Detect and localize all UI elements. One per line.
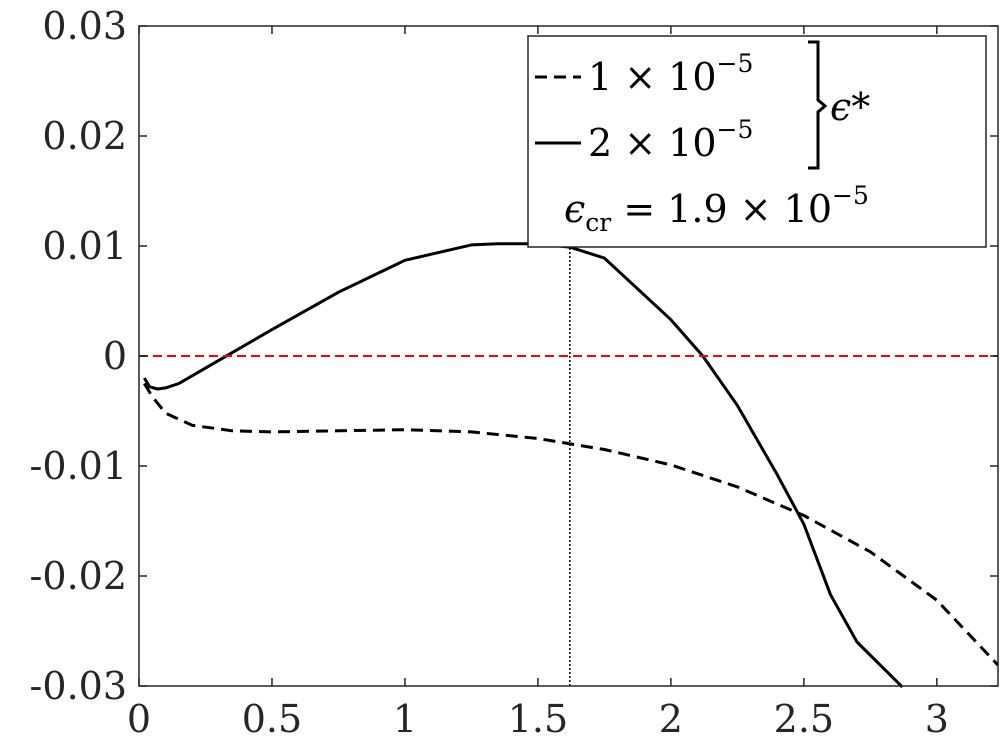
legend-brace [808,40,828,170]
x-tick-label: 3 [925,697,949,741]
legend-entry-1: 1 × 10−5 [588,49,753,99]
x-tick-label: 0.5 [242,697,302,741]
legend-group-label: ϵ* [830,85,870,129]
series-line-1 [143,382,1000,667]
y-tick-label: 0 [103,334,127,378]
y-tick-label: -0.01 [30,444,127,488]
x-tick-label: 1 [393,697,417,741]
y-tick-label: 0.03 [42,4,127,48]
x-tick-label: 1.5 [508,697,568,741]
series-line-2 [143,242,904,689]
x-tick-label: 2 [659,697,683,741]
y-tick-label: -0.03 [30,664,127,708]
critical-epsilon-exponent: −5 [832,181,869,210]
legend-entry-2-base: 2 × 10 [588,121,717,165]
legend: 1 × 10−5 2 × 10−5 ϵ* ϵcr = 1.9 × 10−5 [527,35,987,248]
x-tick-label: 0 [127,697,151,741]
critical-epsilon-value: = 1.9 × 10 [611,187,832,231]
legend-entry-1-exp: −5 [717,49,754,78]
y-tick-label: 0.01 [42,224,127,268]
legend-entry-2: 2 × 10−5 [588,115,753,165]
legend-entry-2-exp: −5 [717,115,754,144]
critical-epsilon-symbol: ϵ [564,187,585,231]
legend-box [527,35,987,248]
y-tick-label: 0.02 [42,114,127,158]
legend-entry-1-base: 1 × 10 [588,55,717,99]
critical-epsilon-subscript: cr [585,208,611,237]
critical-epsilon-annotation: ϵcr = 1.9 × 10−5 [564,181,869,237]
y-tick-label: -0.02 [30,554,127,598]
x-tick-label: 2.5 [774,697,834,741]
